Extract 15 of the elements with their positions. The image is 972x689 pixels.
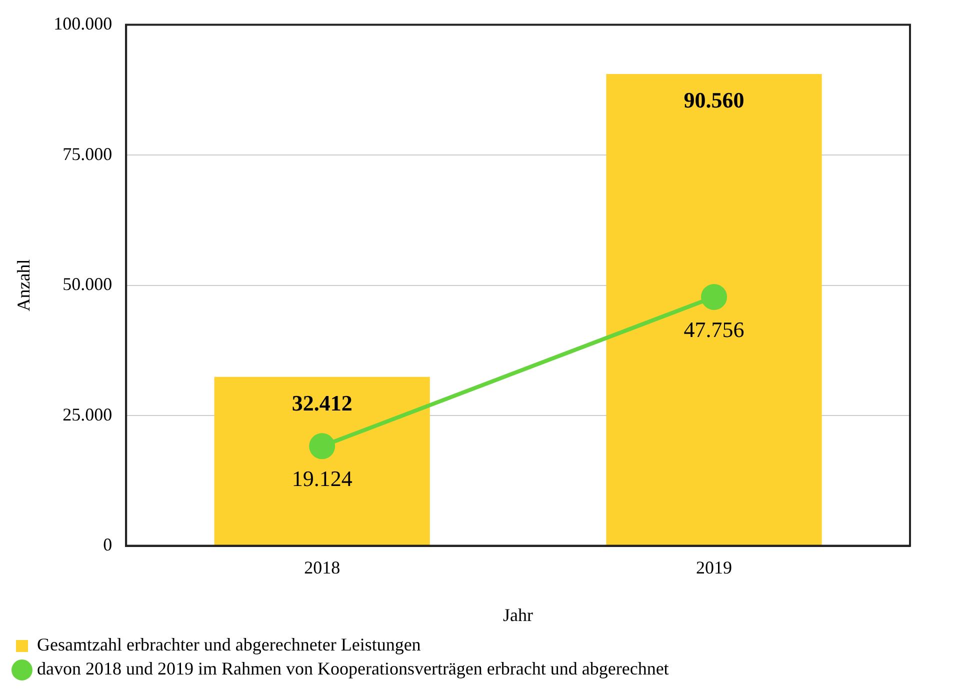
y-axis-title: Anzahl xyxy=(14,259,34,312)
legend-label: Gesamtzahl erbrachter und abgerechneter Leistungen xyxy=(37,634,421,655)
y-tick-label: 50.000 xyxy=(62,274,112,294)
x-axis-title: Jahr xyxy=(503,604,534,625)
y-tick-label: 25.000 xyxy=(62,404,112,424)
data-label: 47.756 xyxy=(684,316,744,342)
x-tick-label: 2018 xyxy=(304,557,340,578)
y-tick-label: 100.000 xyxy=(54,14,112,34)
y-tick-label: 75.000 xyxy=(62,144,112,164)
data-label: 32.412 xyxy=(292,390,352,416)
data-label: 90.560 xyxy=(684,88,744,113)
y-tick-label: 0 xyxy=(103,534,112,555)
x-tick-label: 2019 xyxy=(696,557,732,578)
legend-label: davon 2018 und 2019 im Rahmen von Kooperationsverträgen erbracht und abgerechnet xyxy=(37,658,669,679)
data-label: 19.124 xyxy=(292,466,352,491)
